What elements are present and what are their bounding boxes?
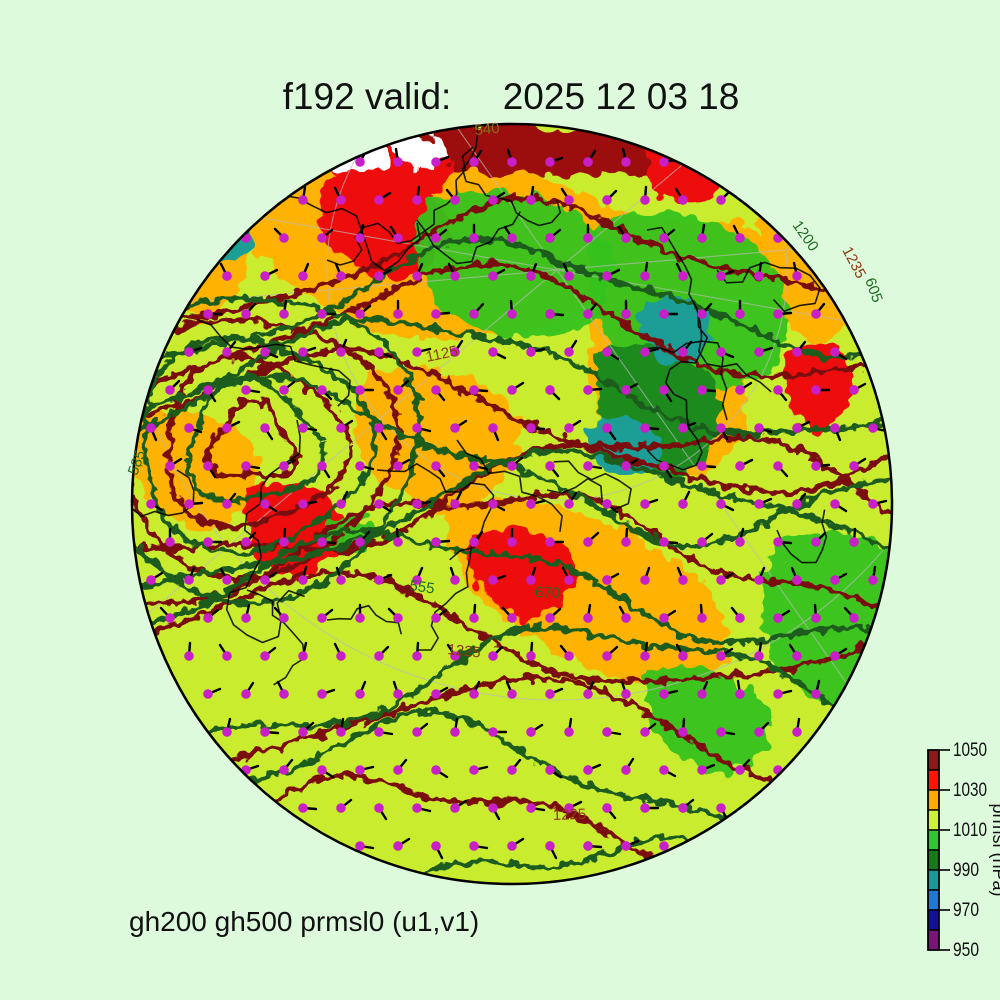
svg-text:1010: 1010 — [953, 820, 987, 841]
svg-text:prmsl (hPa): prmsl (hPa) — [989, 803, 1000, 896]
svg-text:540: 540 — [474, 120, 500, 139]
svg-text:670: 670 — [535, 584, 561, 602]
svg-text:555: 555 — [408, 577, 435, 597]
svg-text:950: 950 — [953, 940, 979, 961]
svg-text:970: 970 — [953, 900, 979, 921]
svg-text:990: 990 — [953, 860, 979, 881]
svg-text:f192 valid: 2025 12 03 18: f192 valid: 2025 12 03 18 — [283, 76, 740, 117]
svg-text:1030: 1030 — [953, 780, 987, 801]
svg-text:gh200 gh500 prmsl0 (u1,v1): gh200 gh500 prmsl0 (u1,v1) — [129, 906, 479, 937]
svg-text:1225: 1225 — [447, 641, 482, 661]
svg-text:1050: 1050 — [953, 740, 987, 761]
svg-text:1225: 1225 — [553, 806, 587, 824]
